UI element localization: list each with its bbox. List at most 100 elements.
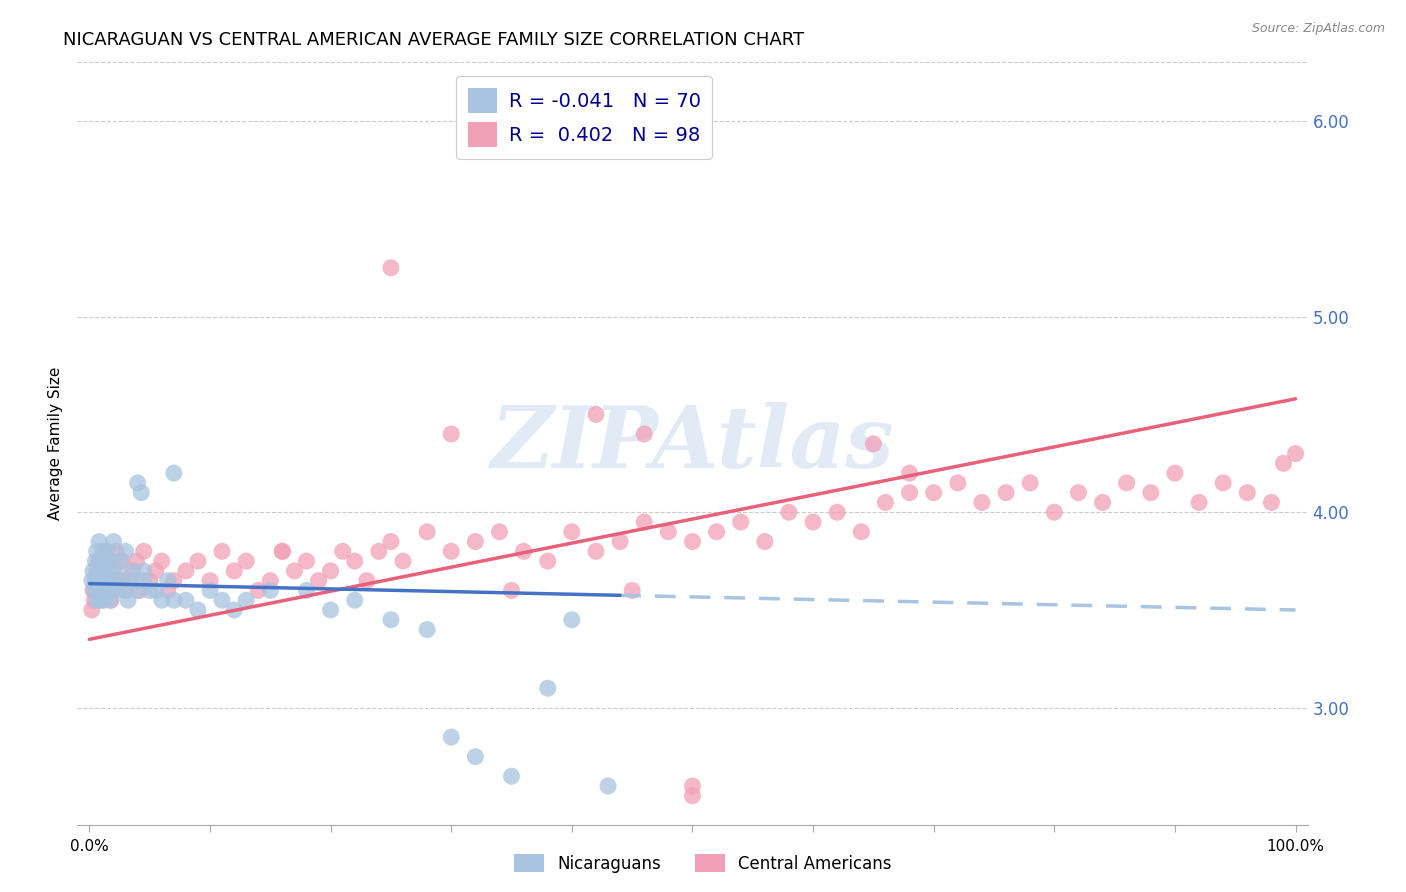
Point: [596, 779, 619, 793]
Point: [801, 515, 824, 529]
Point: [1260, 495, 1282, 509]
Point: [198, 583, 221, 598]
Point: [103, 534, 125, 549]
Point: [96, 544, 118, 558]
Point: [114, 583, 136, 598]
Point: [127, 475, 149, 490]
Point: [117, 593, 139, 607]
Point: [392, 554, 415, 568]
Point: [1212, 475, 1234, 490]
Point: [132, 544, 155, 558]
Point: [970, 495, 993, 509]
Point: [80, 603, 103, 617]
Point: [89, 574, 111, 588]
Point: [1284, 446, 1306, 460]
Point: [875, 495, 897, 509]
Point: [174, 564, 197, 578]
Point: [84, 574, 107, 588]
Point: [247, 583, 270, 598]
Point: [86, 544, 108, 558]
Point: [271, 544, 294, 558]
Point: [380, 613, 402, 627]
Point: [283, 564, 305, 578]
Point: [778, 505, 800, 519]
Point: [150, 554, 173, 568]
Point: [187, 554, 209, 568]
Point: [82, 583, 104, 598]
Point: [104, 564, 127, 578]
Legend: Nicaraguans, Central Americans: Nicaraguans, Central Americans: [508, 847, 898, 880]
Point: [537, 554, 560, 568]
Point: [100, 593, 122, 607]
Point: [380, 534, 402, 549]
Point: [1272, 456, 1295, 470]
Point: [319, 603, 342, 617]
Point: [87, 554, 110, 568]
Point: [121, 564, 143, 578]
Point: [87, 534, 110, 549]
Point: [84, 574, 107, 588]
Point: [621, 583, 644, 598]
Point: [1067, 485, 1090, 500]
Point: [101, 583, 124, 598]
Point: [94, 574, 117, 588]
Point: [163, 593, 186, 607]
Point: [211, 593, 233, 607]
Point: [682, 789, 704, 803]
Point: [211, 544, 233, 558]
Point: [91, 544, 114, 558]
Point: [682, 534, 704, 549]
Point: [132, 574, 155, 588]
Point: [103, 564, 125, 578]
Point: [108, 554, 131, 568]
Point: [100, 554, 122, 568]
Point: [501, 769, 523, 783]
Point: [512, 544, 534, 558]
Point: [440, 544, 463, 558]
Point: [1139, 485, 1161, 500]
Point: [343, 554, 366, 568]
Point: [501, 583, 523, 598]
Point: [96, 583, 118, 598]
Point: [91, 574, 114, 588]
Point: [114, 544, 136, 558]
Point: [440, 427, 463, 442]
Point: [90, 564, 112, 578]
Point: [163, 466, 186, 480]
Point: [111, 574, 134, 588]
Point: [440, 730, 463, 744]
Point: [114, 583, 136, 598]
Point: [1236, 485, 1258, 500]
Point: [108, 574, 131, 588]
Point: [488, 524, 510, 539]
Point: [561, 524, 583, 539]
Point: [706, 524, 728, 539]
Point: [82, 564, 104, 578]
Point: [633, 427, 655, 442]
Point: [124, 574, 146, 588]
Point: [1188, 495, 1211, 509]
Point: [132, 564, 155, 578]
Y-axis label: Average Family Size: Average Family Size: [48, 368, 63, 520]
Point: [111, 554, 134, 568]
Point: [898, 466, 921, 480]
Point: [922, 485, 945, 500]
Point: [537, 681, 560, 696]
Point: [1091, 495, 1114, 509]
Point: [96, 574, 118, 588]
Point: [138, 583, 160, 598]
Point: [156, 583, 179, 598]
Legend: R = -0.041   N = 70, R =  0.402   N = 98: R = -0.041 N = 70, R = 0.402 N = 98: [456, 76, 713, 159]
Point: [416, 524, 439, 539]
Point: [1164, 466, 1187, 480]
Point: [198, 574, 221, 588]
Point: [98, 593, 121, 607]
Point: [80, 574, 103, 588]
Point: [90, 554, 112, 568]
Point: [295, 583, 318, 598]
Point: [380, 260, 402, 275]
Point: [995, 485, 1018, 500]
Point: [127, 583, 149, 598]
Point: [156, 574, 179, 588]
Point: [825, 505, 848, 519]
